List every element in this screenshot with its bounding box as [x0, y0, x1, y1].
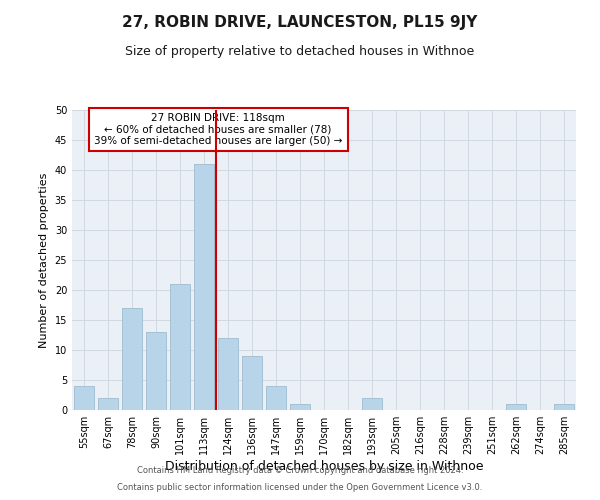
Bar	[122, 308, 142, 410]
Bar	[194, 164, 214, 410]
Y-axis label: Number of detached properties: Number of detached properties	[39, 172, 49, 348]
Bar	[506, 404, 526, 410]
Text: 27 ROBIN DRIVE: 118sqm
← 60% of detached houses are smaller (78)
39% of semi-det: 27 ROBIN DRIVE: 118sqm ← 60% of detached…	[94, 113, 343, 146]
Text: Contains public sector information licensed under the Open Government Licence v3: Contains public sector information licen…	[118, 484, 482, 492]
Bar	[290, 404, 310, 410]
Bar	[362, 398, 382, 410]
Text: 27, ROBIN DRIVE, LAUNCESTON, PL15 9JY: 27, ROBIN DRIVE, LAUNCESTON, PL15 9JY	[122, 15, 478, 30]
Bar	[98, 398, 118, 410]
Text: Size of property relative to detached houses in Withnoe: Size of property relative to detached ho…	[125, 45, 475, 58]
Bar	[170, 284, 190, 410]
Bar	[266, 386, 286, 410]
Bar	[146, 332, 166, 410]
Bar	[218, 338, 238, 410]
Text: Contains HM Land Registry data © Crown copyright and database right 2024.: Contains HM Land Registry data © Crown c…	[137, 466, 463, 475]
Bar	[554, 404, 574, 410]
X-axis label: Distribution of detached houses by size in Withnoe: Distribution of detached houses by size …	[165, 460, 483, 473]
Bar	[242, 356, 262, 410]
Bar	[74, 386, 94, 410]
